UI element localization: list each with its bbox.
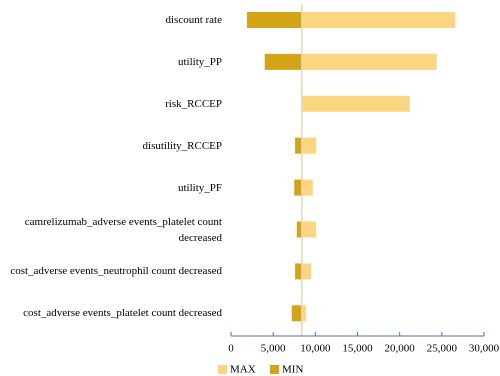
category-label: camrelizumab_adverse events_platelet cou… [24, 215, 222, 244]
bar [301, 263, 312, 280]
bar [295, 137, 302, 154]
x-tick-label: 15,000 [342, 343, 373, 355]
category-label: utility_PP [177, 55, 222, 68]
bar [264, 53, 302, 70]
bar [301, 179, 313, 196]
legend-swatch [270, 365, 279, 374]
x-tick-label: 0 [228, 343, 234, 355]
bar [301, 305, 307, 322]
legend-swatch [218, 365, 227, 374]
bar [301, 221, 317, 238]
bar [296, 221, 302, 238]
bar [301, 137, 317, 154]
bar [294, 179, 302, 196]
category-label: disutility_RCCEP [142, 139, 222, 152]
bar [291, 305, 302, 322]
x-tick-label: 10,000 [300, 343, 331, 355]
bar [301, 12, 456, 28]
x-tick-label: 30,000 [469, 343, 500, 355]
x-tick-label: 20,000 [385, 343, 416, 355]
bar [301, 53, 437, 70]
bar [295, 263, 302, 280]
bar [247, 12, 302, 28]
bar [301, 95, 410, 112]
x-tick-label: 25,000 [427, 343, 458, 355]
x-tick-label: 5,000 [261, 343, 286, 355]
legend-label: MAX [230, 364, 256, 376]
category-label: cost_adverse events_platelet count decre… [23, 307, 222, 320]
legend-label: MIN [282, 364, 303, 376]
category-label: discount rate [165, 14, 222, 26]
category-label: cost_adverse events_neutrophil count dec… [10, 265, 222, 278]
category-label: utility_PF [177, 181, 222, 194]
category-label: risk_RCCEP [165, 97, 222, 110]
